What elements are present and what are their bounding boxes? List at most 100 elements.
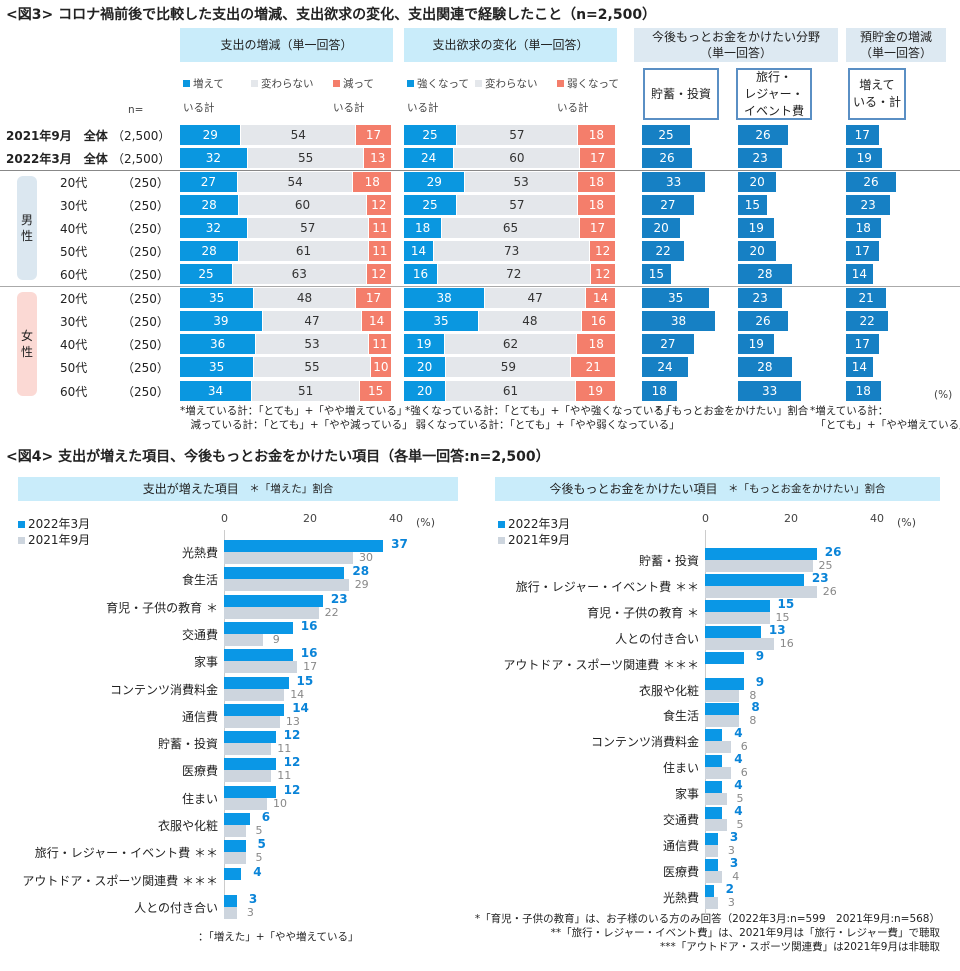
- bar-segment-spend-up: 35: [180, 357, 254, 377]
- legend-swatch: [183, 80, 190, 87]
- bar-2022: [705, 807, 723, 819]
- bar-2022: [705, 858, 718, 871]
- axis-tick: 40: [870, 512, 884, 525]
- bar-2021: [224, 852, 246, 865]
- bar-deposit: 23: [846, 195, 891, 215]
- bar-segment-spend-same: 55: [247, 148, 364, 168]
- header-spend: 支出の増減（単一回答）: [180, 28, 393, 62]
- value-2021: 10: [273, 796, 287, 810]
- legend-swatch: [407, 80, 414, 87]
- value-2022: 9: [755, 648, 765, 663]
- bar-2022: [705, 599, 770, 612]
- bar-segment-spend-down: 13: [364, 148, 391, 168]
- category-label: 貯蓄・投資: [157, 737, 218, 752]
- bar-segment-spend-up: 34: [180, 381, 252, 401]
- legend-swatch: [498, 537, 505, 544]
- value-2021: 11: [277, 742, 292, 756]
- box-savings: 貯蓄・投資: [643, 68, 719, 120]
- value-2021: 5: [736, 792, 744, 806]
- percent-unit: (%): [934, 389, 953, 401]
- legend-swatch: [251, 80, 258, 87]
- bar-2021: [224, 661, 298, 674]
- bar-2022: [705, 651, 744, 664]
- fig4-title: <図4> 支出が増えた項目、今後もっとお金をかけたい項目（各単一回答:n=2,5…: [6, 449, 550, 465]
- bar-travel: 28: [738, 264, 792, 284]
- note-desire: *強くなっている計：「とても」+「やや強くなっている」 弱くなっている計：「とて…: [405, 405, 680, 431]
- category-label: 医療費: [181, 764, 218, 779]
- value-2022: 4: [734, 752, 743, 767]
- bar-deposit: 17: [846, 241, 879, 261]
- bar-2022: [705, 729, 723, 742]
- row-n: （250）: [122, 315, 169, 329]
- bar-segment-desire-same: 62: [444, 334, 577, 354]
- value-2021: 8: [749, 688, 757, 702]
- bar-2021: [705, 611, 770, 624]
- axis-tick: 20: [303, 512, 317, 525]
- bar-segment-desire-same: 59: [446, 357, 571, 377]
- legend-item: 2021年9月: [18, 531, 90, 548]
- bar-2021: [224, 715, 280, 728]
- bar-segment-desire-down: 14: [586, 288, 615, 308]
- value-2022: 28: [352, 564, 370, 579]
- bar-2022: [705, 677, 744, 690]
- value-2021: 26: [822, 584, 837, 598]
- category-label: アウトドア・スポーツ関連費 ＊＊＊: [22, 873, 218, 888]
- bar-2021: [224, 552, 353, 564]
- footnotes: *「育児・子供の教育」は、お子様のいる方のみ回答（2022年3月:n=599 2…: [420, 912, 940, 954]
- bar-segment-spend-same: 53: [256, 334, 368, 354]
- bar-2022: [224, 813, 250, 825]
- value-2021: 13: [285, 714, 300, 728]
- bar-travel: 20: [738, 241, 777, 261]
- bar-travel: 26: [738, 311, 788, 331]
- category-label: 貯蓄・投資: [638, 554, 699, 568]
- bar-2021: [224, 797, 267, 810]
- chart-subtitle: ＊「もっとお金をかけたい」割合: [717, 483, 886, 495]
- bar-travel: 33: [738, 381, 802, 401]
- value-2022: 4: [253, 864, 262, 879]
- value-2021: 6: [740, 740, 748, 754]
- row-label: 20代: [60, 176, 88, 190]
- row-n: （250）: [122, 222, 169, 236]
- bar-2021: [224, 906, 237, 919]
- bar-2022: [705, 755, 723, 768]
- bar-2022: [224, 540, 384, 552]
- bar-segment-desire-down: 17: [580, 148, 615, 168]
- bar-2022: [224, 621, 293, 634]
- bar-2021: [224, 579, 349, 592]
- n-label: n=: [128, 104, 144, 116]
- bar-deposit: 17: [846, 125, 879, 145]
- bar-2021: [224, 743, 272, 756]
- bar-segment-spend-down: 11: [368, 241, 391, 261]
- bar-segment-spend-down: 17: [355, 288, 391, 308]
- category-label: 光熱費: [662, 890, 699, 905]
- value-2021: 17: [303, 660, 318, 674]
- bar-segment-desire-down: 12: [590, 241, 615, 261]
- bar-segment-spend-up: 39: [180, 311, 262, 331]
- bar-segment-desire-same: 57: [457, 195, 577, 215]
- bar-2022: [705, 573, 804, 586]
- bar-deposit: 21: [846, 288, 887, 308]
- bar-segment-desire-down: 19: [575, 381, 615, 401]
- bar-segment-desire-same: 53: [465, 172, 577, 192]
- value-2021: 30: [359, 551, 373, 564]
- bar-segment-spend-same: 60: [239, 195, 366, 215]
- value-2021: 29: [354, 578, 369, 592]
- bar-2021: [224, 825, 246, 837]
- value-2022: 3: [729, 829, 739, 844]
- value-2022: 26: [824, 545, 842, 559]
- category-label: 育児・子供の教育 ＊: [587, 605, 699, 620]
- bar-2022: [224, 676, 289, 689]
- category-label: コンテンツ消費料金: [109, 682, 218, 697]
- bar-segment-spend-same: 55: [254, 357, 370, 377]
- bar-segment-spend-up: 25: [180, 264, 232, 284]
- value-2022: 4: [734, 726, 743, 741]
- bar-segment-desire-down: 18: [577, 195, 615, 215]
- bar-segment-desire-up: 19: [404, 334, 444, 354]
- note-deposit: *増えている計： 「とても」+「やや増えている」: [810, 405, 960, 431]
- legend-swatch: [557, 80, 564, 87]
- divider: [0, 286, 960, 287]
- category-label: 交通費: [662, 813, 699, 827]
- value-2021: 4: [732, 869, 740, 883]
- bar-segment-desire-down: 17: [579, 218, 615, 238]
